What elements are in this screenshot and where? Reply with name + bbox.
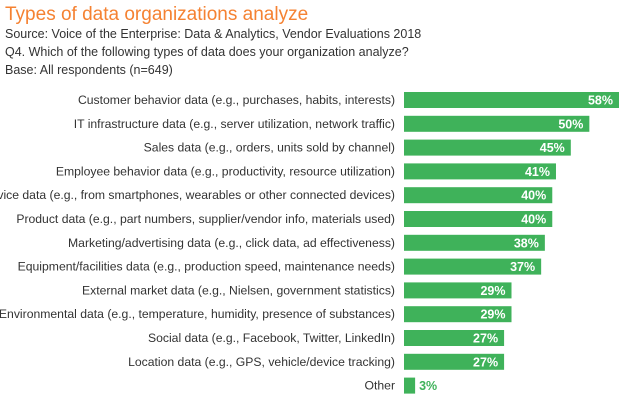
category-label: Device data (e.g., from smartphones, wea… xyxy=(0,188,395,202)
bar xyxy=(404,92,619,108)
category-label: Employee behavior data (e.g., productivi… xyxy=(56,164,395,178)
chart-question: Q4. Which of the following types of data… xyxy=(5,45,409,59)
data-label: 38% xyxy=(514,236,539,250)
data-label: 29% xyxy=(480,308,505,322)
bar xyxy=(404,115,590,132)
bar xyxy=(404,377,416,394)
bar xyxy=(404,330,505,346)
bar xyxy=(404,282,512,299)
category-label: Environmental data (e.g., temperature, h… xyxy=(0,307,395,321)
data-label: 45% xyxy=(540,141,565,155)
category-label: Equipment/facilities data (e.g., product… xyxy=(18,260,395,274)
category-label: Marketing/advertising data (e.g., click … xyxy=(68,236,395,250)
bar xyxy=(404,211,553,227)
data-label: 41% xyxy=(525,165,550,179)
bar xyxy=(404,234,545,251)
bar xyxy=(404,187,553,204)
category-label: External market data (e.g., Nielsen, gov… xyxy=(82,283,395,297)
data-label: 29% xyxy=(480,284,505,298)
category-label: Product data (e.g., part numbers, suppli… xyxy=(16,212,395,226)
bar xyxy=(404,139,571,156)
data-label: 37% xyxy=(510,260,535,274)
data-label: 3% xyxy=(419,379,437,393)
bar xyxy=(404,163,556,180)
data-label: 50% xyxy=(558,117,583,131)
category-label: Other xyxy=(365,379,395,393)
bar xyxy=(404,258,542,275)
chart-title: Types of data organizations analyze xyxy=(5,4,309,25)
data-label: 27% xyxy=(473,355,498,369)
chart-source: Source: Voice of the Enterprise: Data & … xyxy=(5,27,422,41)
category-label: Location data (e.g., GPS, vehicle/device… xyxy=(128,355,395,369)
bar xyxy=(404,306,512,323)
category-label: Customer behavior data (e.g., purchases,… xyxy=(78,93,395,107)
data-label: 58% xyxy=(588,94,613,108)
category-label: IT infrastructure data (e.g., server uti… xyxy=(74,117,395,131)
category-label: Sales data (e.g., orders, units sold by … xyxy=(144,141,395,155)
category-label: Social data (e.g., Facebook, Twitter, Li… xyxy=(148,331,395,345)
chart-base: Base: All respondents (n=649) xyxy=(5,63,173,77)
bar xyxy=(404,353,505,370)
data-label: 27% xyxy=(473,332,498,346)
data-label: 40% xyxy=(521,213,546,227)
data-label: 40% xyxy=(521,189,546,203)
